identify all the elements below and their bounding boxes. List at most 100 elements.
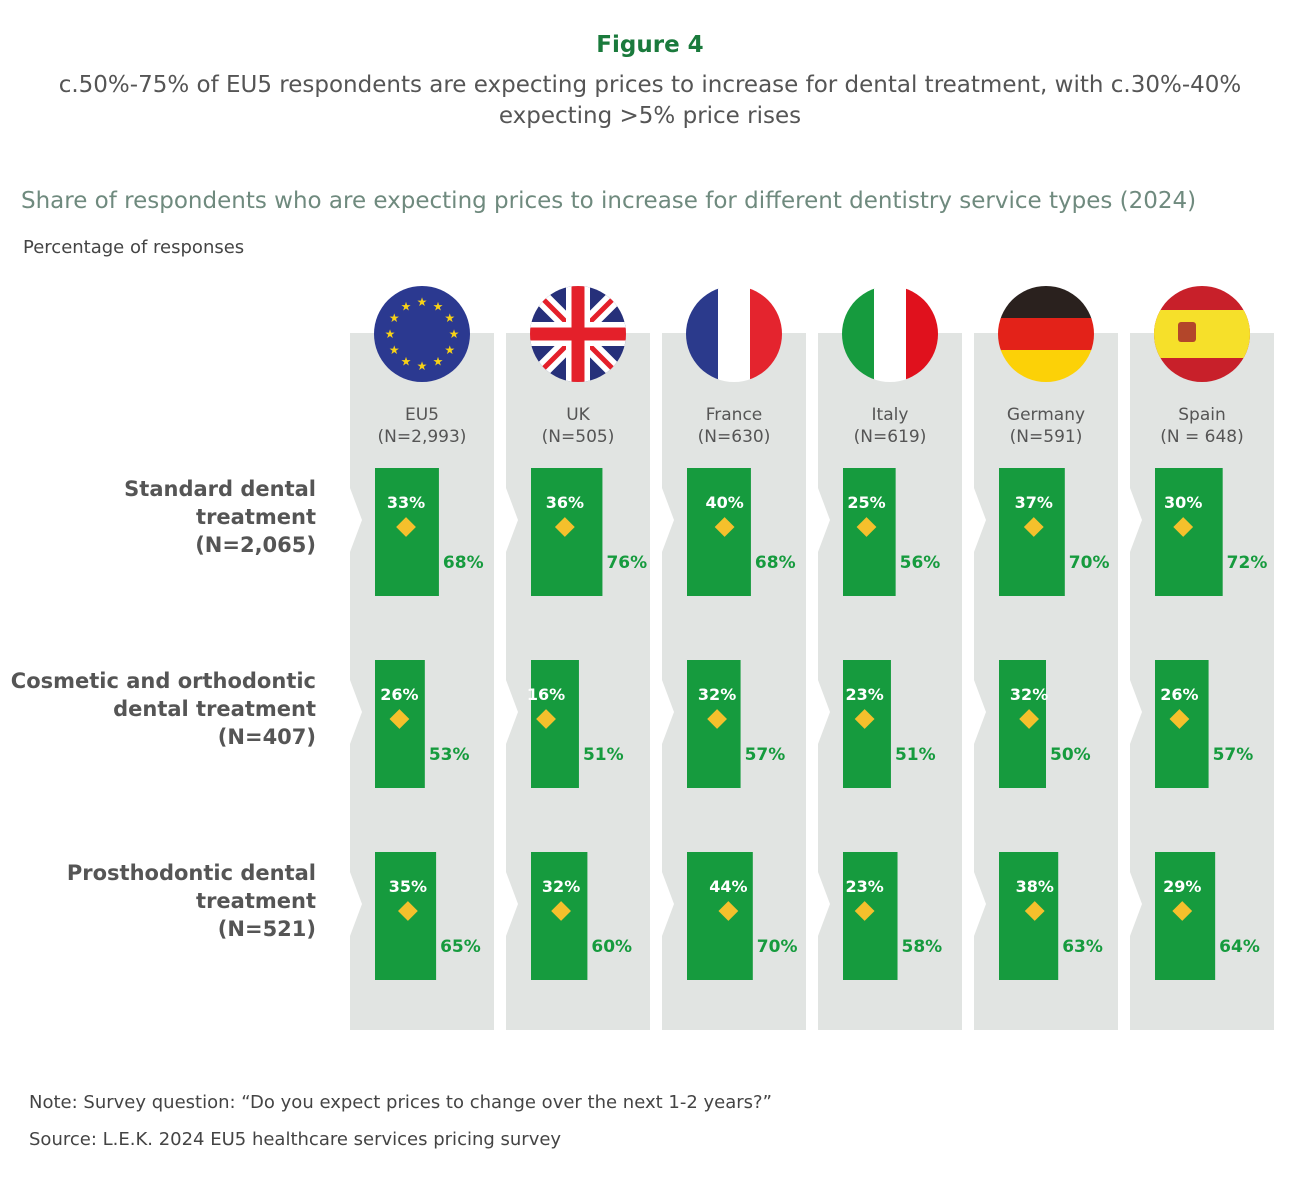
bar — [999, 852, 1059, 980]
above5-label: 40% — [705, 493, 743, 512]
diamond-marker — [389, 709, 410, 729]
star-icon: ★ — [417, 295, 428, 309]
italy-flag-icon — [842, 286, 938, 382]
diamond-marker — [854, 901, 875, 921]
above5-label: 16% — [527, 685, 565, 704]
flag-stripe — [998, 286, 1094, 319]
country-name: Spain — [1178, 405, 1226, 425]
diamond-marker — [856, 517, 877, 537]
total-label: 68% — [443, 553, 484, 573]
row-notch — [506, 488, 518, 552]
total-label: 57% — [745, 745, 786, 765]
row-label: (N=407) — [218, 725, 316, 749]
diamond-marker — [714, 517, 735, 537]
row-notch — [506, 872, 518, 936]
flag-stripe — [874, 286, 907, 382]
above5-label: 32% — [1010, 685, 1048, 704]
row-notch — [974, 872, 986, 936]
row-notch — [1130, 872, 1142, 936]
cross-red — [530, 286, 626, 382]
row-notch — [974, 488, 986, 552]
total-label: 51% — [895, 745, 936, 765]
note: Note: Survey question: “Do you expect pr… — [29, 1092, 772, 1113]
spain-flag-icon — [1154, 286, 1250, 382]
total-label: 76% — [606, 553, 647, 573]
row-notch — [506, 680, 518, 744]
total-label: 65% — [440, 937, 481, 957]
diamond-marker — [1023, 517, 1044, 537]
above5-label: 23% — [845, 877, 883, 896]
above5-label: 26% — [1160, 685, 1198, 704]
total-label: 70% — [757, 937, 798, 957]
row-notch — [350, 680, 362, 744]
above5-label: 32% — [698, 685, 736, 704]
country-n: (N=630) — [698, 427, 771, 447]
star-icon: ★ — [449, 327, 460, 341]
total-label: 50% — [1050, 745, 1091, 765]
bar — [687, 852, 753, 980]
figure-subtitle: c.50%-75% of EU5 respondents are expecti… — [58, 72, 1242, 129]
country-n: (N=619) — [854, 427, 927, 447]
above5-label: 23% — [845, 685, 883, 704]
row-notch — [662, 488, 674, 552]
above5-label: 32% — [542, 877, 580, 896]
total-label: 60% — [591, 937, 632, 957]
row-notch — [818, 488, 830, 552]
flag-bg — [374, 286, 470, 382]
diamond-marker — [1019, 709, 1039, 729]
diamond-marker — [554, 517, 575, 537]
diamond-marker — [707, 709, 727, 729]
total-label: 63% — [1062, 937, 1103, 957]
country-n: (N = 648) — [1160, 427, 1243, 447]
row-notch — [350, 488, 362, 552]
row-notch — [974, 680, 986, 744]
figure-label: Figure 4 — [596, 32, 704, 58]
above5-label: 25% — [847, 493, 885, 512]
row-notch — [662, 680, 674, 744]
row-label: Prosthodontic dental — [67, 861, 316, 885]
star-icon: ★ — [401, 355, 412, 369]
country-n: (N=591) — [1010, 427, 1083, 447]
total-label: 58% — [902, 937, 943, 957]
flag-stripe — [998, 318, 1094, 351]
total-label: 51% — [583, 745, 624, 765]
star-icon: ★ — [385, 327, 396, 341]
star-icon: ★ — [417, 359, 428, 373]
country-name: Italy — [872, 405, 909, 425]
y-axis-label: Percentage of responses — [23, 237, 245, 258]
diamond-marker — [854, 709, 875, 729]
star-icon: ★ — [433, 355, 444, 369]
total-label: 57% — [1213, 745, 1254, 765]
total-label: 53% — [429, 745, 470, 765]
country-name: France — [706, 405, 763, 425]
bar — [531, 660, 579, 788]
star-icon: ★ — [401, 299, 412, 313]
above5-label: 30% — [1164, 493, 1202, 512]
above5-label: 44% — [709, 877, 747, 896]
row-label: Standard dental — [124, 477, 316, 501]
country-n: (N=505) — [542, 427, 615, 447]
diamond-marker — [1173, 517, 1194, 537]
flag-band — [1154, 310, 1250, 358]
bar — [999, 660, 1046, 788]
above5-label: 36% — [546, 493, 584, 512]
diamond-marker — [551, 901, 571, 921]
star-icon: ★ — [389, 311, 400, 325]
above5-label: 29% — [1163, 877, 1201, 896]
star-icon: ★ — [389, 343, 400, 357]
row-label: treatment — [196, 505, 316, 529]
uk-flag-icon — [530, 286, 626, 382]
row-label: dental treatment — [113, 697, 316, 721]
star-icon: ★ — [433, 299, 444, 313]
above5-label: 33% — [387, 493, 425, 512]
total-label: 56% — [900, 553, 941, 573]
above5-label: 37% — [1015, 493, 1053, 512]
row-label: (N=521) — [218, 917, 316, 941]
flag-stripe — [718, 286, 751, 382]
star-icon: ★ — [444, 343, 455, 357]
country-n: (N=2,993) — [378, 427, 467, 447]
row-label: (N=2,065) — [195, 533, 316, 557]
row-label: treatment — [196, 889, 316, 913]
